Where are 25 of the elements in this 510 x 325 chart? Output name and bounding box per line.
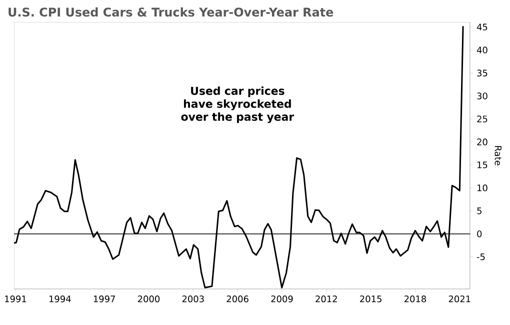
x-tick-label: 2006 [226,296,248,302]
x-tick-label: 1994 [49,296,71,302]
x-tick-label: 2009 [271,296,293,302]
y-tick-label: 30 [477,92,488,100]
y-tick-label: 35 [477,70,488,76]
x-tick-label: 2000 [138,296,160,302]
x-tick-label: 2018 [404,296,426,302]
y-tick-label: 5 [477,208,482,214]
y-tick-label: 45 [476,24,488,30]
annotation: Used car prices have skyrocketed over the past year [181,86,294,124]
y-tick-label: 15 [478,162,488,168]
y-tick-label: 10 [478,184,488,192]
x-tick-label: 1991 [5,296,26,302]
x-tick-label: 2003 [182,296,204,302]
y-tick-label: 0 [477,230,482,238]
x-tick-label: 2012 [316,296,337,302]
y-tick-label: -5 [476,254,485,260]
x-tick-label: 1997 [94,296,115,302]
y-axis-title: Rate [494,146,502,166]
y-tick-label: 40 [476,46,488,54]
chart-title: U.S. CPI Used Cars & Trucks Year-Over-Year Rate [8,7,334,17]
y-tick-label: 20 [477,138,488,146]
y-tick-label: 25 [477,116,488,122]
x-tick-label: 2021 [448,296,470,302]
x-tick-label: 2015 [360,296,382,302]
